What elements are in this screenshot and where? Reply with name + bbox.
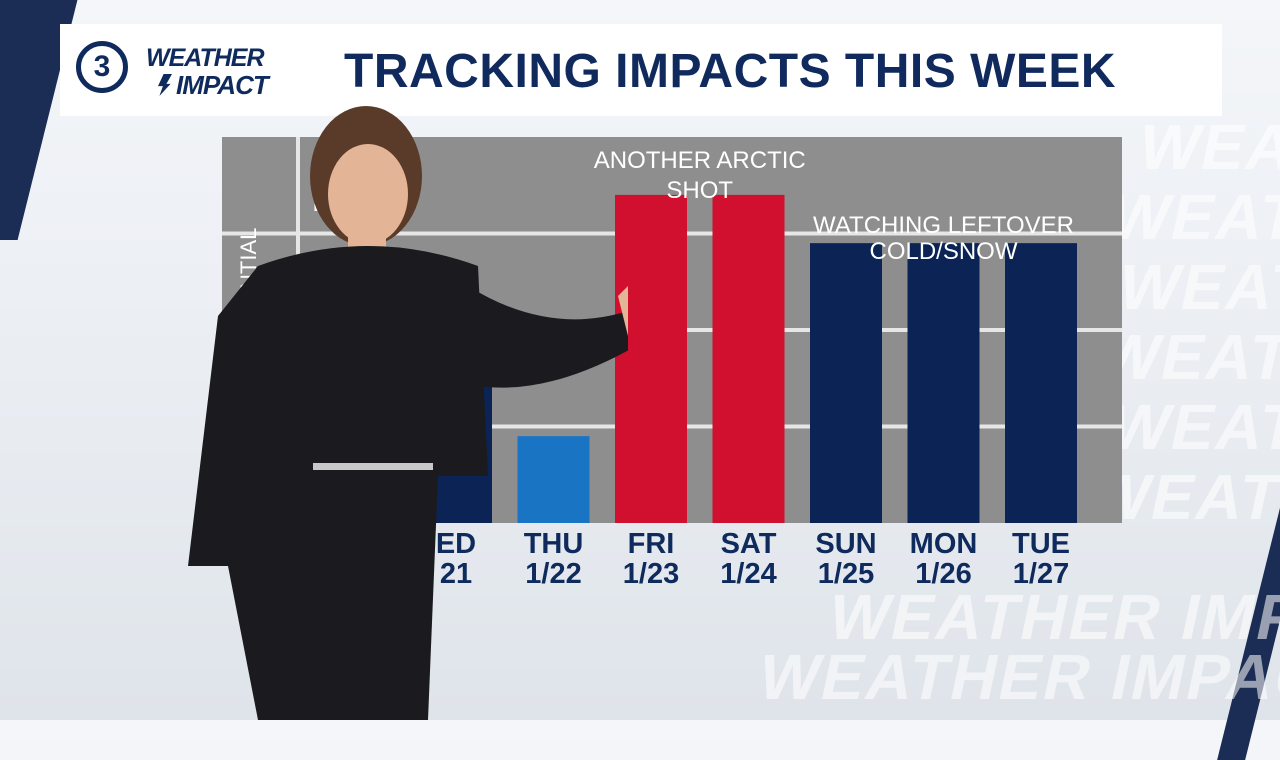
bar-tue <box>1005 243 1077 523</box>
tick-label-date: 1/24 <box>720 558 776 590</box>
tick-label-day: THU <box>524 528 584 560</box>
tick-label-day: MON <box>910 528 978 560</box>
bar-sun <box>810 243 882 523</box>
tick-label-day: FRI <box>628 528 675 560</box>
logo-text-impact: IMPACT <box>176 70 269 100</box>
tick-label-date: 1/23 <box>623 558 679 590</box>
tick-label-day: TUE <box>1012 528 1070 560</box>
tick-label-day: SAT <box>721 528 777 560</box>
chart-annotation: WATCHING LEFTOVER <box>813 212 1074 239</box>
bar-sat <box>712 194 785 523</box>
chart-annotation: SHOT <box>666 177 733 204</box>
header-banner: 3 WEATHER IMPACT TRACKING IMPACTS THIS W… <box>60 24 1222 116</box>
logo-number: 3 <box>93 50 111 83</box>
tick-label-date: 1/25 <box>818 558 874 590</box>
bar-fri <box>615 194 687 523</box>
bar-mon <box>907 243 980 523</box>
bar-thu <box>517 436 590 523</box>
tick-label-day: SUN <box>815 528 876 560</box>
presenter-silhouette <box>188 106 628 720</box>
chart-annotation: ANOTHER ARCTIC <box>594 147 806 174</box>
station-logo: 3 <box>76 41 128 93</box>
tick-label-date: 1/26 <box>915 558 971 590</box>
tick-label-date: 1/27 <box>1013 558 1069 590</box>
logo-text-weather: WEATHER <box>146 44 265 72</box>
chart-annotation: COLD/SNOW <box>869 238 1017 265</box>
page-title: TRACKING IMPACTS THIS WEEK <box>344 45 1117 98</box>
tick-label-date: 1/22 <box>525 558 581 590</box>
tick-label-day: ED <box>436 528 476 560</box>
tick-label-date: 21 <box>440 558 472 590</box>
